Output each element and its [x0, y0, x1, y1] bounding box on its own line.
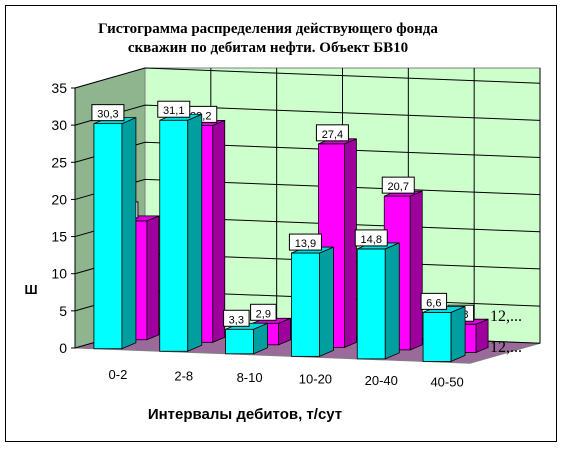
y-axis-label: Ш	[24, 282, 37, 297]
x-tick-label: 20-40	[365, 373, 398, 388]
bar-front-side	[384, 242, 400, 360]
y-tick-label: 15	[51, 229, 67, 245]
chart-title-line-1: Гистограмма распределения действующего ф…	[98, 21, 438, 37]
data-label-front-box	[354, 229, 388, 247]
x-tick-label: 40-50	[430, 375, 463, 390]
bar-front-side	[319, 246, 334, 357]
y-tick-label: 10	[51, 266, 67, 282]
chart-title-line-2: скважин по дебитам нефти. Объект БВ10	[128, 40, 408, 56]
data-label-front: 31,1	[163, 105, 184, 117]
bar-back-side	[344, 138, 357, 348]
series-label-front: 12,...	[490, 339, 522, 356]
series-label-back: 12,...	[490, 308, 522, 325]
x-tick-label: 2-8	[174, 369, 193, 384]
bar-front-front	[159, 119, 189, 352]
x-tick-label: 0-2	[109, 367, 128, 382]
data-label-front-box	[223, 309, 250, 327]
data-label-back: 27,4	[322, 129, 343, 141]
data-label-front: 30,3	[97, 109, 118, 121]
data-label-front: 3,3	[229, 314, 244, 326]
data-label-front-box	[157, 100, 191, 118]
data-label-back-box	[250, 303, 277, 321]
data-label-back: 20,7	[388, 181, 409, 193]
bar-back-side	[212, 119, 226, 343]
data-label-back-box	[381, 176, 415, 194]
y-tick-label: 5	[59, 303, 67, 319]
data-label-front: 14,8	[361, 234, 382, 246]
data-label-front-box	[91, 104, 125, 122]
bar-back-side	[409, 190, 423, 351]
bar-front-side	[121, 117, 137, 350]
x-tick-label: 8-10	[237, 370, 263, 385]
x-axis-label: Интервалы дебитов, т/сут	[148, 406, 342, 423]
y-tick-label: 25	[51, 154, 67, 170]
bar-front-front	[291, 252, 320, 357]
bar-front-front	[225, 328, 254, 355]
x-tick-label: 10-20	[299, 372, 332, 387]
y-tick-label: 20	[51, 191, 67, 207]
data-label-front-box	[420, 292, 448, 310]
bar-front-front	[422, 311, 452, 362]
data-label-back: 2,9	[256, 308, 271, 320]
bar-back-side	[146, 215, 160, 341]
bar-front-side	[450, 305, 466, 363]
bar-front-side	[187, 113, 203, 352]
bar-back-side	[475, 318, 489, 354]
data-label-front: 13,9	[295, 238, 316, 250]
data-label-back-box	[315, 124, 349, 142]
y-tick-label: 30	[51, 117, 67, 133]
y-tick-label: 0	[59, 340, 67, 356]
data-label-front: 6,6	[426, 297, 441, 309]
data-label-front-box	[288, 233, 322, 251]
y-tick-label: 35	[51, 80, 67, 96]
bar-front-front	[93, 123, 123, 350]
bar-front-front	[356, 248, 386, 360]
